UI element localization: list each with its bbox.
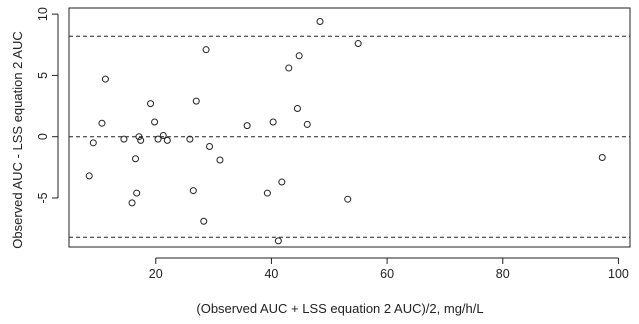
data-point [135, 133, 143, 141]
x-tick-label: 100 [608, 267, 629, 281]
x-axis-title: (Observed AUC + LSS equation 2 AUC)/2, m… [196, 301, 483, 316]
data-point [344, 195, 352, 203]
data-point [85, 172, 93, 180]
data-point [133, 189, 141, 197]
data-point [147, 100, 155, 108]
data-point [303, 120, 311, 128]
y-tick-label: -5 [36, 192, 50, 203]
y-tick-label: 5 [36, 72, 50, 79]
data-point [206, 142, 214, 150]
x-tick-label: 60 [380, 267, 394, 281]
data-point [137, 136, 145, 144]
data-point [151, 118, 159, 126]
x-tick-label: 80 [496, 267, 510, 281]
data-point [98, 119, 106, 127]
data-point [89, 139, 97, 147]
plot-frame [68, 7, 631, 248]
data-point [598, 154, 606, 162]
data-point [278, 178, 286, 186]
data-point [132, 155, 140, 163]
data-point [243, 122, 251, 130]
data-point [263, 189, 271, 197]
data-point [101, 75, 109, 83]
data-point [202, 46, 210, 54]
data-point [274, 237, 282, 245]
data-point [128, 199, 136, 207]
data-point [159, 131, 167, 139]
data-point [189, 187, 197, 195]
data-point [285, 64, 293, 72]
y-tick-label: 0 [36, 133, 50, 140]
data-point [316, 17, 324, 25]
y-axis-title: Observed AUC - LSS equation 2 AUC [10, 31, 25, 249]
data-point [354, 40, 362, 48]
y-tick-label: 10 [36, 7, 50, 21]
data-point [120, 135, 128, 143]
data-point [186, 135, 194, 143]
data-point [293, 105, 301, 113]
data-point [200, 217, 208, 225]
data-point [192, 97, 200, 105]
x-tick-label: 40 [264, 267, 278, 281]
data-point [154, 135, 162, 143]
data-point [295, 52, 303, 60]
data-point [163, 136, 171, 144]
x-tick-label: 20 [149, 267, 163, 281]
data-point [269, 118, 277, 126]
data-point [216, 156, 224, 164]
